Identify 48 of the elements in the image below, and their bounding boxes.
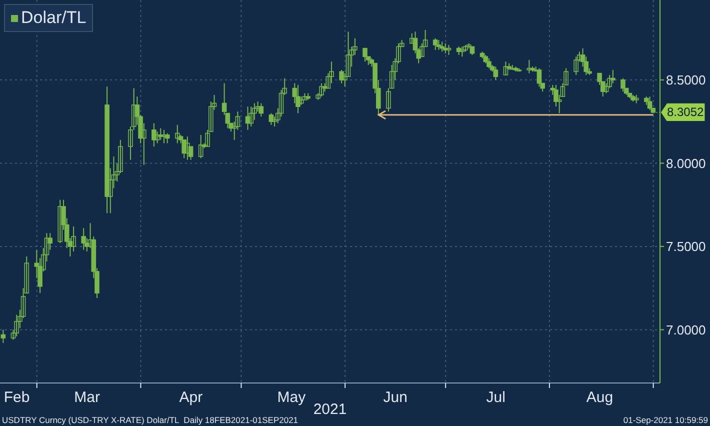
candlestick — [339, 69, 344, 84]
candlestick — [198, 134, 204, 159]
x-tick-label: Apr — [179, 389, 203, 406]
candlestick — [235, 111, 240, 130]
candlestick — [440, 41, 444, 52]
candlestick — [258, 102, 264, 118]
candlestick — [536, 68, 542, 88]
candlestick — [526, 59, 532, 74]
candlestick — [248, 106, 254, 128]
candlestick — [319, 82, 324, 98]
candlestick — [620, 78, 626, 92]
candlestick — [362, 48, 368, 62]
candlestick — [460, 46, 465, 58]
x-tick-label: Feb — [4, 389, 30, 406]
x-tick-label: Mar — [74, 389, 100, 406]
candlestick — [154, 131, 160, 144]
candlestick — [346, 31, 351, 78]
annotation: 8.3052 — [661, 103, 705, 122]
y-tick-label: 8.5000 — [666, 72, 706, 88]
candlestick — [386, 88, 391, 112]
candlestick — [389, 64, 394, 89]
candlestick — [647, 96, 652, 110]
candlestick — [503, 61, 508, 76]
candlestick — [0, 329, 6, 344]
x-tick-label: Jun — [383, 389, 408, 406]
x-tick-label: Jul — [486, 389, 506, 406]
candlestick — [432, 38, 438, 50]
candlestick — [493, 66, 498, 80]
candlestick — [296, 84, 300, 114]
legend-label: Dolar/TL — [21, 8, 86, 28]
y-tick-label: 8.0000 — [666, 156, 706, 171]
candlestick — [326, 72, 331, 89]
text: USDTRY Curncy (USD-TRY X-RATE) Dolar/TL Daily 18FEB2021-01SEP2021 — [2, 415, 298, 425]
x-axis-title: 2021 — [313, 401, 347, 418]
x-tick-label: Aug — [586, 389, 614, 406]
x-tick-label: May — [277, 389, 306, 406]
candlestick — [185, 136, 190, 160]
candlestick — [162, 129, 166, 144]
y-tick-label: 7.0000 — [666, 322, 706, 338]
candlestick — [486, 58, 492, 69]
candlestick — [81, 228, 86, 250]
candlestick — [278, 89, 284, 118]
candlestick — [174, 124, 180, 144]
y-tick-label: 7.5000 — [666, 239, 706, 254]
candlestick — [164, 132, 170, 144]
text: 01-Sep-2021 10:59:59 — [623, 415, 708, 425]
candlestick — [58, 199, 63, 244]
candlestick — [446, 44, 452, 56]
